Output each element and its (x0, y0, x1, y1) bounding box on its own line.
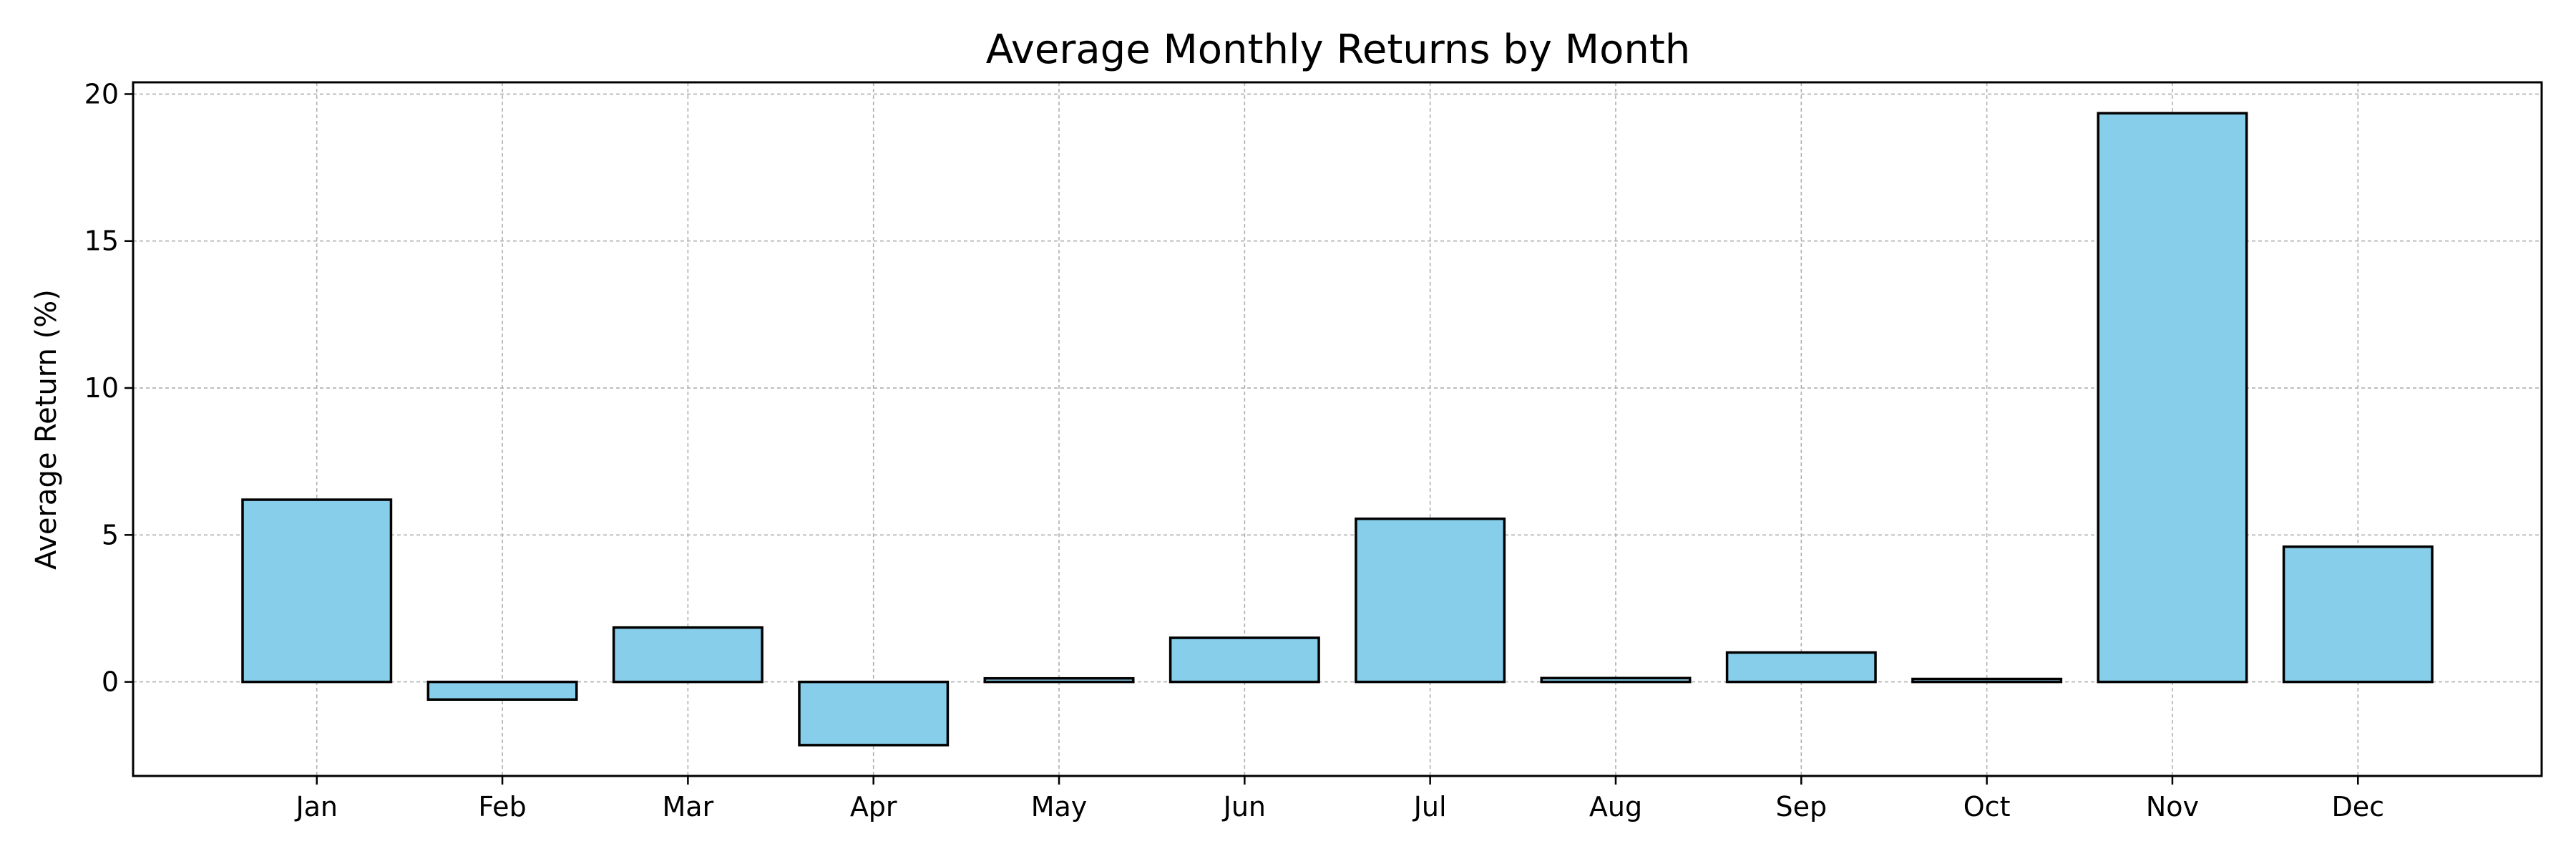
x-tick-label: Mar (663, 791, 714, 822)
bar-feb (426, 680, 578, 701)
bar-sep (1725, 651, 1877, 684)
bar-apr (798, 680, 950, 747)
tick-labels: 0 5 10 15 20 Jan Feb Mar Apr May Jun Jul Aug Sep Oct No… (84, 78, 2384, 822)
bar-may (983, 676, 1135, 684)
bar-jun (1169, 636, 1320, 684)
bar-jan (241, 498, 393, 684)
y-axis-label: Average Return (%) (30, 289, 63, 570)
x-tick-label: Feb (478, 791, 526, 822)
bar-dec (2282, 545, 2434, 684)
bar-nov (2097, 112, 2248, 684)
x-tick-label: Dec (2331, 791, 2384, 822)
x-tick-label: May (1031, 791, 1088, 822)
x-tick-label: Nov (2146, 791, 2199, 822)
bar-mar (612, 626, 763, 684)
x-tick-label: Apr (850, 791, 897, 822)
y-tick-label: 10 (84, 372, 119, 404)
bar-oct (1911, 677, 2063, 684)
x-tick-label: Sep (1775, 791, 1827, 822)
y-tick-label: 5 (102, 519, 119, 550)
x-tick-label: Jun (1222, 791, 1266, 822)
bar-jul (1355, 517, 1506, 684)
plot-frame (132, 81, 2543, 777)
x-tick-label: Jan (294, 791, 338, 822)
y-tick-label: 0 (102, 666, 119, 698)
chart-title: Average Monthly Returns by Month (986, 26, 1691, 73)
x-tick-label: Oct (1963, 791, 2011, 822)
x-tick-label: Aug (1589, 791, 1642, 822)
bar-aug (1540, 676, 1692, 684)
bars (241, 112, 2434, 747)
y-tick-label: 15 (84, 225, 119, 257)
axes (125, 81, 2543, 785)
y-tick-label: 20 (84, 78, 119, 110)
x-tick-label: Jul (1413, 791, 1447, 822)
